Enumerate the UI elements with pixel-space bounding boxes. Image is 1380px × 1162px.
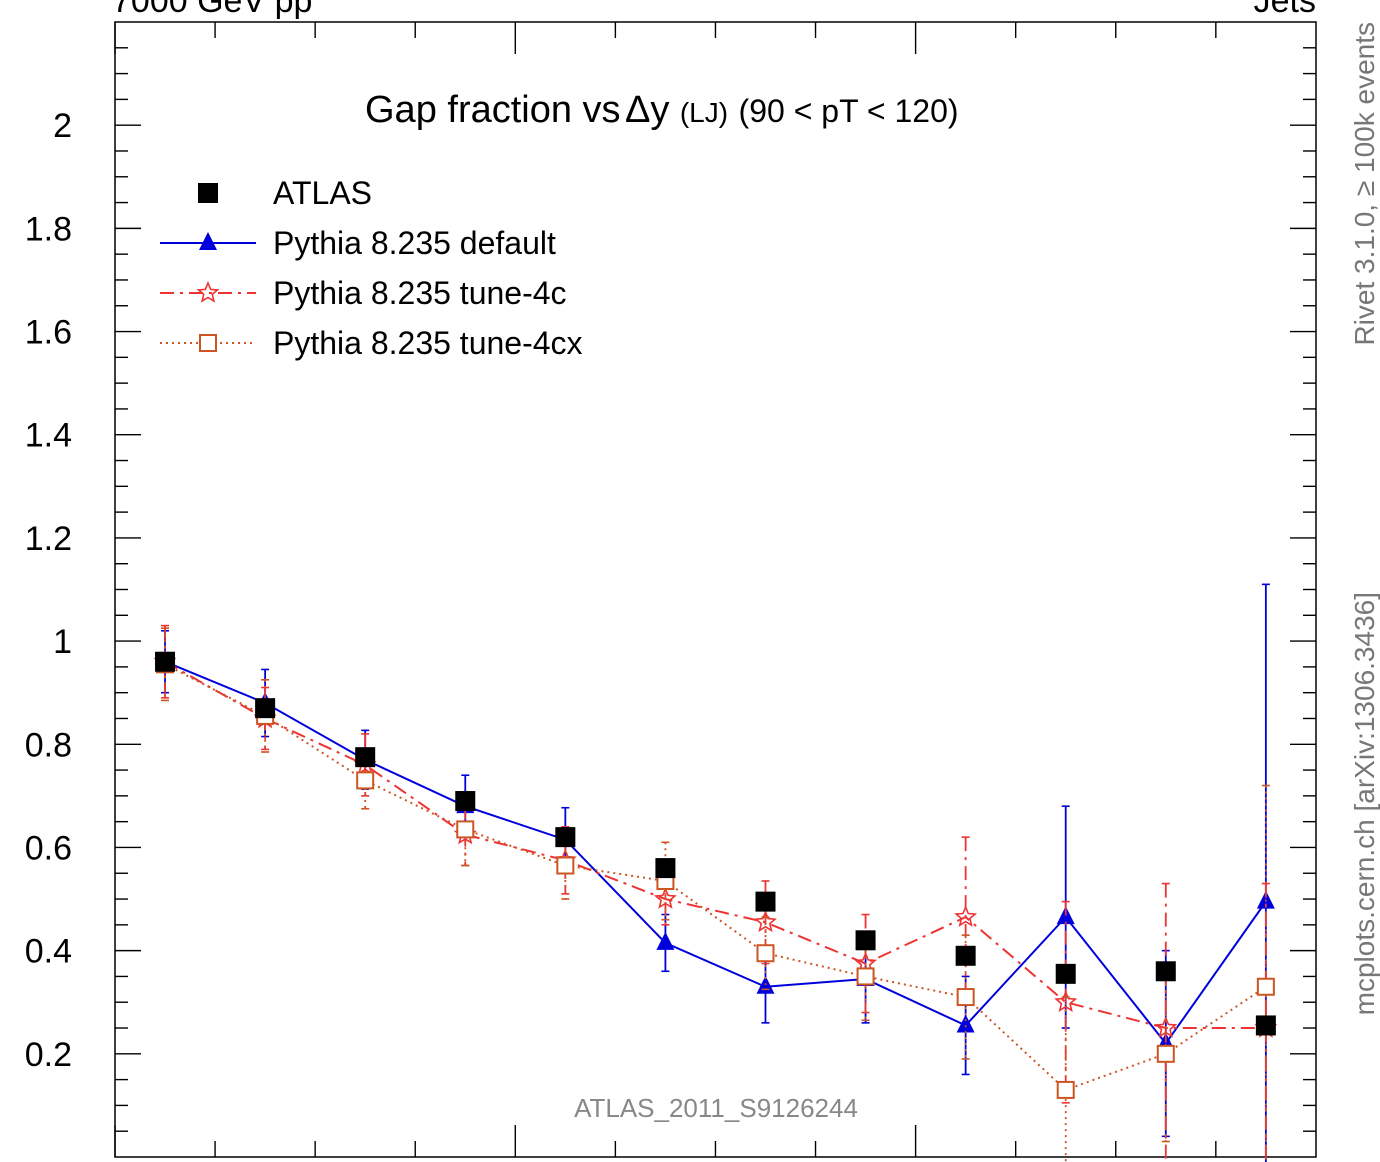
data-point: [655, 858, 676, 879]
data-point: [355, 747, 376, 768]
rivet-version-label: Rivet 3.1.0, ≥ 100k events: [1349, 22, 1380, 346]
analysis-watermark: ATLAS_2011_S9126244: [574, 1093, 858, 1123]
y-tick-label: 1.6: [25, 314, 72, 352]
data-point: [199, 232, 217, 250]
y-tick-label: 1.4: [25, 417, 72, 455]
data-point: [199, 334, 217, 352]
y-tick-label: 1.8: [25, 210, 72, 248]
series-pythia-8-235-default: [156, 583, 1275, 1162]
series-line: [164, 663, 1267, 1092]
y-tick-label: 0.2: [25, 1036, 72, 1074]
data-point: [1055, 963, 1076, 984]
data-point: [656, 931, 675, 950]
series-atlas: [155, 651, 1276, 1036]
y-tick-label: 0.8: [25, 726, 72, 764]
data-point: [1054, 990, 1078, 1012]
series-pythia-8-235-tune-4cx: [156, 627, 1275, 1162]
data-point: [855, 930, 876, 951]
legend: ATLAS Pythia 8.235 default Pythia 8.235 tu…: [160, 175, 583, 361]
series-pythia-8-235-tune-4c: [153, 624, 1278, 1162]
legend-entry: Pythia 8.235 tune-4c: [160, 275, 567, 311]
data-point: [955, 945, 976, 966]
data-point: [1056, 1080, 1075, 1099]
data-point: [456, 820, 475, 839]
data-point: [455, 791, 476, 812]
y-tick-label: 1.2: [25, 520, 72, 558]
y-tick-label: 1: [53, 623, 72, 661]
data-point: [956, 1014, 975, 1033]
data-point: [756, 944, 775, 963]
mcplots-reference-label: mcplots.cern.ch [arXiv:1306.3436]: [1349, 592, 1380, 1015]
chart-title: Gap fraction vs Δy (LJ) (90 < pT < 120): [365, 89, 959, 131]
series-line: [164, 660, 1266, 1030]
data-point: [755, 891, 776, 912]
data-point: [356, 771, 375, 790]
title-tag: (LJ): [680, 97, 728, 128]
legend-entry: ATLAS: [198, 175, 372, 211]
header-right-label: Jets: [1254, 0, 1316, 20]
data-point: [1255, 1015, 1276, 1036]
data-point: [1156, 1044, 1175, 1063]
series-line: [164, 660, 1267, 1046]
legend-entry: Pythia 8.235 tune-4cx: [160, 325, 583, 361]
legend-label: Pythia 8.235 default: [273, 225, 556, 261]
y-tick-label: 0.6: [25, 829, 72, 867]
data-point: [556, 856, 575, 875]
data-point: [1155, 961, 1176, 982]
legend-label: Pythia 8.235 tune-4cx: [273, 325, 583, 361]
data-point: [555, 827, 576, 848]
legend-label: Pythia 8.235 tune-4c: [273, 275, 567, 311]
title-variable: Δy: [625, 89, 669, 131]
series-layer: [153, 583, 1278, 1162]
title-range: (90 < pT < 120): [739, 93, 959, 129]
data-point: [956, 988, 975, 1007]
title-main: Gap fraction vs: [365, 89, 621, 131]
data-point: [155, 651, 176, 672]
legend-entry: Pythia 8.235 default: [160, 225, 556, 261]
axis-ticks: 0.2 0.4 0.6 0.8 1 1.2 1.4 1.6 1.8 2: [25, 22, 1316, 1157]
y-tick-label: 2: [53, 107, 72, 145]
data-point: [754, 910, 777, 933]
data-point: [255, 698, 276, 719]
data-point: [954, 905, 978, 927]
data-point: [198, 183, 218, 203]
data-point: [1256, 977, 1275, 996]
data-point: [856, 967, 875, 986]
data-point: [196, 280, 220, 303]
header-left-label: 7000 GeV pp: [112, 0, 312, 20]
y-tick-label: 0.4: [25, 933, 72, 971]
legend-label: ATLAS: [273, 175, 372, 211]
